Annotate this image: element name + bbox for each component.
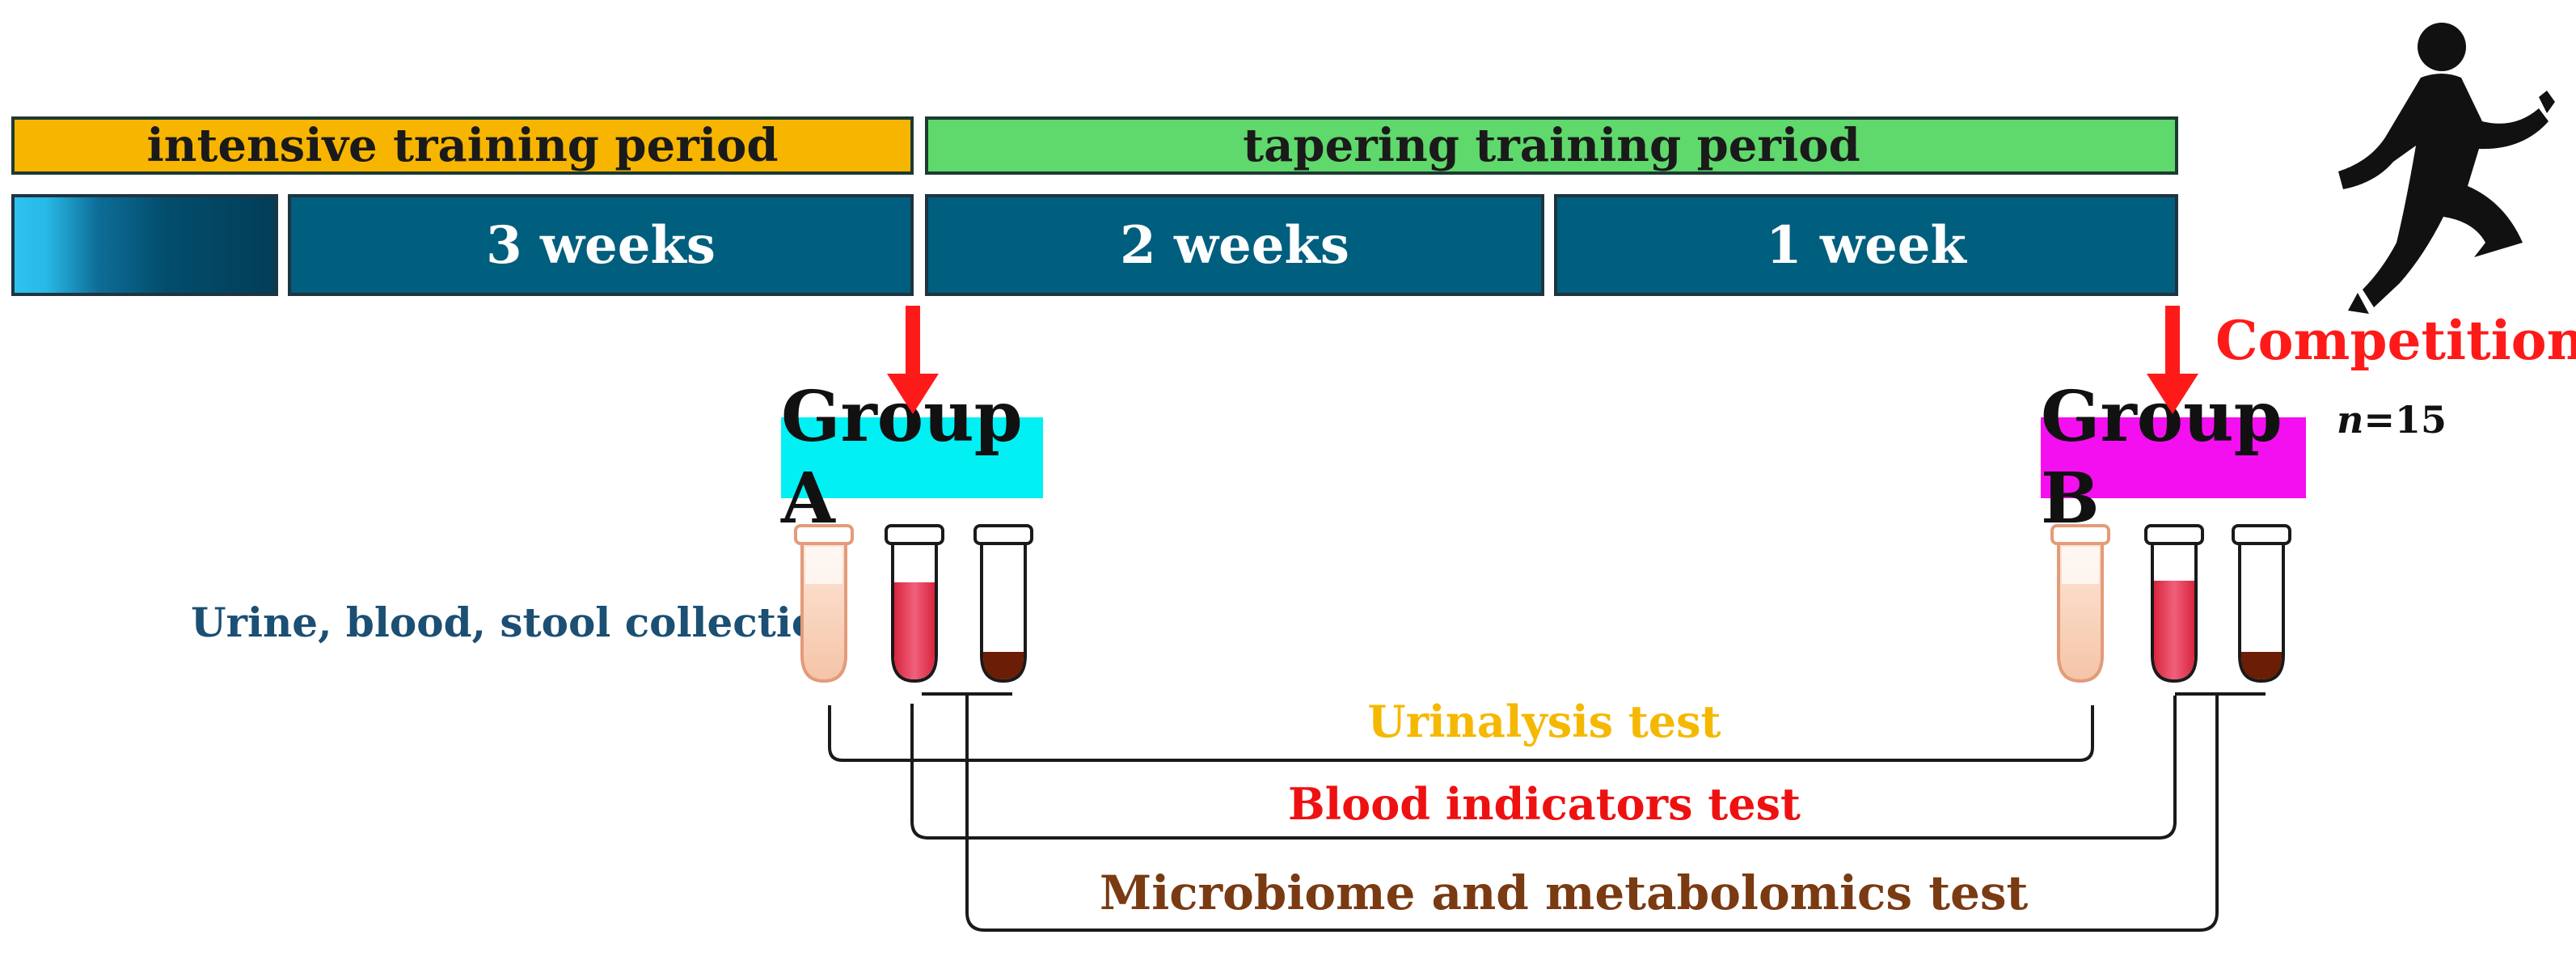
microbiome-metabolomics-test-label: Microbiome and metabolomics test <box>1100 865 2029 920</box>
pre-period-gradient-bar <box>11 194 278 296</box>
blood-indicators-test-label: Blood indicators test <box>1288 778 1801 830</box>
week-label-2-weeks: 2 weeks <box>1120 214 1349 276</box>
blood-tube-icon <box>885 524 944 683</box>
stool-tube-icon <box>973 524 1033 683</box>
week-label-1-week: 1 week <box>1766 214 1966 276</box>
competition-label: Competition <box>2215 309 2576 372</box>
urinalysis-test-label: Urinalysis test <box>1367 696 1721 747</box>
sample-size-value: =15 <box>2363 398 2447 442</box>
week-bar-3-weeks: 3 weeks <box>288 194 914 296</box>
sample-size-label: n=15 <box>2337 398 2447 442</box>
intensive-period-bar: intensive training period <box>11 116 914 175</box>
urine-tube-icon <box>794 524 854 683</box>
week-bar-2-weeks: 2 weeks <box>925 194 1544 296</box>
arrow-to-group-b <box>2147 306 2198 414</box>
collection-label: Urine, blood, stool collection <box>191 599 848 646</box>
blood-tube-icon <box>2144 524 2204 683</box>
urinalysis-connector <box>828 705 2094 762</box>
week-bar-1-week: 1 week <box>1554 194 2178 296</box>
runner-icon <box>2338 23 2555 314</box>
sample-size-symbol: n <box>2337 398 2364 442</box>
tapering-period-bar: tapering training period <box>925 116 2178 175</box>
week-label-3-weeks: 3 weeks <box>486 214 716 276</box>
tapering-period-label: tapering training period <box>1243 119 1860 172</box>
stool-tube-icon <box>2232 524 2291 683</box>
arrow-to-group-a <box>887 306 939 414</box>
blood-connector <box>910 696 2177 840</box>
microbiome-connector <box>965 696 2219 932</box>
urine-tube-icon <box>2050 524 2110 683</box>
intensive-period-label: intensive training period <box>146 119 779 172</box>
